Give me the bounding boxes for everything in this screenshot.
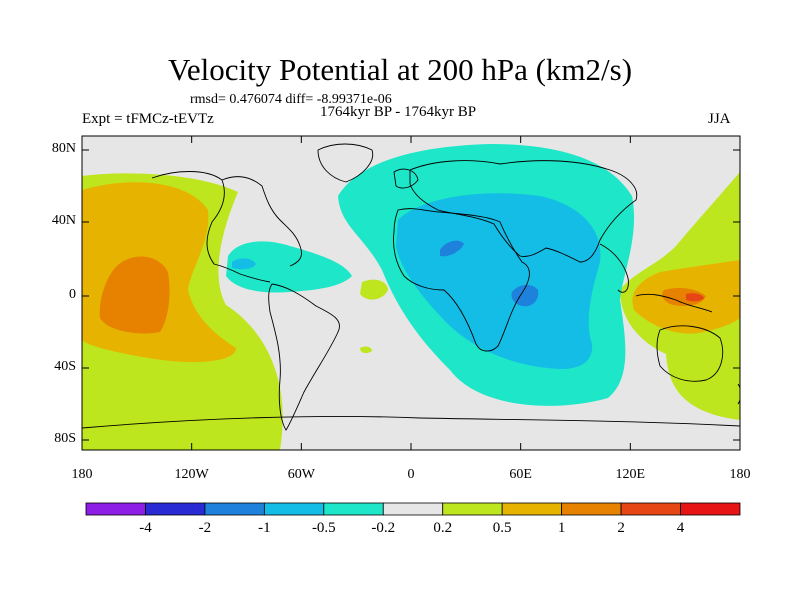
colorbar-swatch	[561, 502, 622, 516]
colorbar-label: 0.2	[433, 520, 453, 536]
contour-africa-neg1a	[440, 240, 464, 257]
y-tick-label: 0	[69, 287, 76, 302]
contour-atlantic-0.2b	[360, 346, 372, 354]
colorbar-label: -1	[258, 520, 271, 536]
stats-label: rmsd= 0.476074 diff= -8.99371e-06	[190, 92, 392, 107]
map-area	[82, 136, 740, 450]
colorbar-swatch	[323, 502, 384, 516]
colorbar-swatch	[680, 502, 741, 516]
y-tick-label: 40S	[54, 359, 76, 374]
contour-africa-neg1b	[511, 284, 539, 307]
colorbar-swatch	[263, 502, 325, 516]
colorbar-label: 0.5	[492, 520, 512, 536]
colorbar-label: -0.5	[311, 520, 336, 536]
colorbar-label: 2	[617, 520, 625, 536]
plot-title: Velocity Potential at 200 hPa (km2/s)	[167, 52, 633, 87]
contour-americas-neg0.5	[232, 258, 256, 270]
colorbar-swatch	[442, 502, 503, 516]
colorbar-label: 1	[557, 520, 566, 536]
season-label: JJA	[708, 111, 731, 127]
x-tick-label: 60E	[509, 467, 532, 482]
y-tick-label: 80S	[54, 431, 76, 446]
contour-wpac-1	[662, 288, 706, 306]
axis-ticks	[81, 136, 741, 450]
colorbar-swatch	[204, 502, 265, 516]
colorbar-swatch	[145, 502, 206, 516]
x-tick-label: 180	[729, 467, 751, 482]
colorbar-swatch	[620, 502, 681, 516]
contour-africa-neg0.5	[396, 193, 601, 369]
experiment-label: Expt = tFMCz-tEVTz	[82, 111, 214, 127]
x-tick-label: 60W	[287, 467, 315, 482]
colorbar-label: -0.2	[371, 520, 396, 536]
colorbar	[85, 502, 741, 516]
y-tick-label: 40N	[51, 213, 76, 228]
contour-pacific-1	[99, 256, 170, 334]
x-tick-label: 0	[407, 467, 415, 482]
x-tick-label: 180	[71, 467, 93, 482]
contour-atlantic-0.2a	[360, 279, 388, 300]
x-tick-label: 120W	[174, 467, 209, 482]
y-tick-label: 80N	[51, 141, 76, 156]
coastlines	[82, 143, 740, 431]
colorbar-swatch	[382, 502, 444, 516]
contour-wpac-2	[686, 293, 704, 302]
x-tick-label: 120E	[615, 467, 646, 482]
colorbar-label: 4	[676, 520, 685, 536]
colorbar-label: -2	[198, 520, 212, 536]
colorbar-label: -4	[139, 520, 152, 536]
period-label: 1764kyr BP - 1764kyr BP	[320, 104, 477, 120]
colorbar-swatch	[501, 502, 563, 516]
colorbar-swatch	[85, 502, 146, 516]
